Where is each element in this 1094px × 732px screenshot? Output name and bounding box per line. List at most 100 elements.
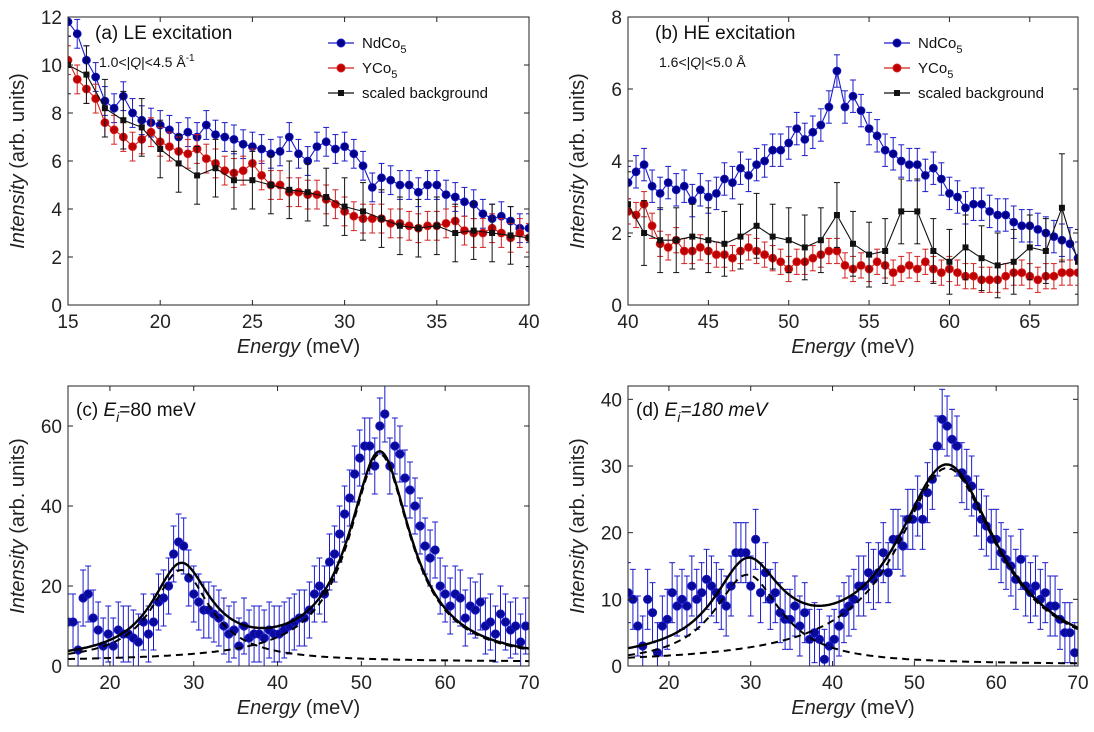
x-tick-label: 45	[698, 312, 719, 333]
y-tick-label: 30	[601, 457, 622, 478]
data-point	[460, 197, 469, 207]
data-point	[679, 181, 689, 191]
legend-marker	[894, 90, 900, 96]
data-point	[755, 588, 766, 598]
data-point	[994, 262, 1001, 269]
data-point	[814, 634, 825, 644]
data-point	[701, 574, 712, 584]
data-point	[93, 625, 103, 635]
data-point	[375, 421, 385, 431]
y-tick-label: 40	[601, 390, 622, 411]
data-point	[1010, 258, 1017, 265]
panel-title: (a) LE excitation	[95, 23, 232, 44]
data-point	[728, 253, 737, 263]
data-point	[68, 17, 73, 27]
data-point	[1017, 221, 1027, 231]
y-axis-label: Intensity (arb. units)	[7, 438, 29, 614]
data-point	[324, 557, 335, 567]
data-point	[500, 617, 511, 627]
data-point	[526, 234, 529, 241]
data-point	[945, 188, 954, 198]
data-point	[275, 146, 285, 156]
data-point	[792, 124, 802, 134]
data-point	[850, 240, 856, 247]
data-point	[808, 253, 818, 263]
data-point	[760, 156, 770, 166]
data-point	[148, 617, 159, 627]
legend-label: NdCo5	[918, 35, 962, 56]
data-point	[736, 163, 745, 173]
data-point	[808, 127, 818, 137]
data-point	[183, 149, 193, 159]
fit-component-1	[68, 568, 529, 663]
data-point	[856, 260, 866, 270]
panel-d: 20 30 40 50 60 70 0 10 20 30 40 Energy (meV) Intensi…	[567, 385, 1089, 719]
y-axis-label: Intensity (arb. units)	[7, 73, 29, 249]
data-point	[165, 142, 174, 152]
data-point	[294, 149, 303, 159]
data-point	[785, 237, 792, 244]
data-point	[663, 178, 673, 188]
data-point	[639, 160, 649, 170]
x-tick-label: 30	[740, 673, 761, 694]
data-point	[360, 208, 367, 215]
data-point	[824, 246, 834, 256]
panel-title: (d) Ei=180 meV	[636, 400, 770, 425]
y-tick-label: 0	[611, 296, 622, 317]
data-point	[969, 199, 978, 209]
x-tick-label: 65	[1019, 312, 1040, 333]
data-point	[849, 594, 859, 604]
y-axis-label: Intensity (arb. units)	[567, 73, 589, 249]
data-point	[490, 629, 501, 639]
data-point	[628, 178, 633, 187]
data-point	[229, 134, 239, 144]
data-point	[946, 258, 953, 265]
x-tick-label: 35	[426, 312, 447, 333]
data-point	[721, 601, 731, 611]
data-point	[349, 211, 359, 221]
data-point	[321, 137, 331, 147]
legend-entry: NdCo5	[884, 35, 962, 56]
x-tick-label: 25	[242, 312, 263, 333]
data-point	[792, 257, 802, 267]
data-point	[441, 218, 451, 228]
x-axis-label: Energy (meV)	[237, 336, 360, 358]
data-point	[657, 237, 664, 244]
data-point	[475, 597, 485, 607]
x-tick-label: 50	[904, 673, 925, 694]
plot-frame	[627, 385, 1079, 667]
data-point	[776, 145, 786, 155]
data-point	[440, 589, 450, 599]
data-point	[864, 124, 874, 134]
y-tick-label: 2	[51, 248, 62, 269]
data-point	[323, 194, 330, 200]
x-tick-label: 40	[518, 312, 539, 333]
data-point	[888, 149, 898, 159]
legend-entry: YCo5	[328, 60, 397, 81]
data-point	[334, 529, 345, 539]
data-point	[878, 548, 888, 558]
x-tick-label: 20	[99, 673, 120, 694]
y-tick-label: 4	[611, 152, 622, 173]
data-point	[912, 160, 922, 170]
data-point	[1070, 648, 1078, 658]
data-point	[969, 271, 978, 281]
data-point	[103, 629, 113, 639]
data-point	[420, 541, 430, 551]
data-point	[339, 509, 350, 519]
fit-component-2	[68, 452, 529, 660]
data-point	[450, 192, 460, 202]
data-point	[415, 225, 422, 232]
x-tick-label: 55	[859, 312, 880, 333]
x-tick-label: 40	[617, 312, 638, 333]
data-point	[413, 187, 423, 197]
data-point	[211, 130, 220, 140]
x-tick-label: 70	[1067, 673, 1088, 694]
data-point	[284, 132, 294, 142]
data-point	[377, 173, 386, 183]
y-tick-label: 0	[51, 296, 62, 317]
data-point	[189, 589, 199, 599]
legend-entry: scaled background	[328, 85, 488, 102]
data-point	[109, 103, 119, 113]
series-d-0	[628, 388, 1078, 666]
